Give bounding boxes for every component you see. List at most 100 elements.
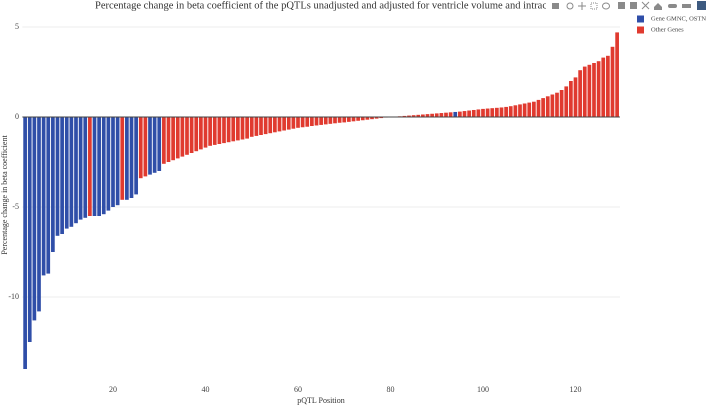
zoom-icon[interactable]: [566, 2, 574, 10]
bar: [545, 96, 550, 117]
bar: [245, 117, 249, 139]
bar: [402, 115, 407, 117]
bar: [300, 117, 305, 128]
bar: [555, 92, 559, 117]
bar: [485, 108, 490, 117]
bar: [578, 70, 582, 117]
bar: [134, 117, 138, 195]
bar: [536, 99, 541, 117]
autoscale-icon[interactable]: [641, 1, 650, 10]
y-tick-label: -10: [8, 292, 19, 301]
bar: [328, 117, 333, 124]
bar: [425, 114, 430, 117]
chart-title: Percentage change in beta coefficient of…: [95, 0, 605, 11]
legend-label: Gene GMNC, OSTN: [651, 15, 706, 22]
legend-label: Other Genes: [651, 26, 684, 33]
pan-icon[interactable]: [578, 2, 586, 10]
bar: [46, 117, 51, 274]
bar: [490, 108, 495, 117]
bar: [23, 117, 27, 369]
bar: [532, 101, 536, 117]
y-tick-label: 5: [15, 22, 19, 31]
bar: [32, 117, 37, 321]
bar: [601, 57, 606, 117]
bar: [189, 117, 194, 153]
bar: [259, 117, 263, 135]
zoom-out-icon[interactable]: [630, 2, 637, 9]
spike-icon[interactable]: [668, 4, 677, 8]
legend-swatch: [637, 26, 644, 34]
bar: [120, 117, 125, 200]
bar: [360, 117, 365, 121]
bar: [319, 117, 323, 125]
bar: [199, 117, 203, 150]
bar: [499, 107, 504, 117]
bar: [587, 64, 592, 117]
bar: [106, 117, 111, 211]
home-icon[interactable]: [654, 3, 662, 10]
bar: [254, 117, 259, 136]
bar: [513, 105, 518, 117]
x-axis-label: pQTL Position: [297, 396, 344, 405]
bar: [111, 117, 115, 207]
bar: [337, 117, 342, 123]
bar: [157, 117, 162, 171]
bar: [615, 32, 619, 117]
bar: [504, 106, 508, 117]
bar: [55, 117, 60, 236]
bar: [273, 117, 277, 133]
x-tick-label: 100: [477, 385, 489, 394]
bar: [51, 117, 55, 252]
bar: [573, 77, 578, 117]
bar: [370, 117, 374, 120]
bar: [69, 117, 74, 227]
bar: [421, 114, 425, 117]
bar: [152, 117, 157, 173]
bar: [439, 113, 444, 117]
x-tick-label: 20: [109, 385, 117, 394]
x-tick-label: 80: [387, 385, 395, 394]
bar: [180, 117, 185, 157]
bar: [444, 112, 448, 117]
compare-icon[interactable]: [682, 4, 691, 8]
x-tick-label: 60: [294, 385, 302, 394]
bar: [462, 111, 467, 117]
bar: [175, 117, 180, 159]
bar: [240, 117, 245, 140]
bar: [467, 110, 471, 117]
bar: [231, 117, 236, 142]
bar: [97, 117, 101, 216]
bar: [430, 113, 434, 117]
bar: [458, 111, 462, 117]
camera-icon[interactable]: [552, 3, 559, 9]
box-select-icon[interactable]: [590, 2, 598, 10]
bar: [222, 117, 226, 144]
lasso-icon[interactable]: [602, 2, 610, 10]
bar: [347, 117, 351, 122]
bar: [212, 117, 217, 145]
bar: [305, 117, 310, 127]
bar: [596, 61, 601, 117]
bar: [411, 115, 416, 117]
bar: [115, 117, 120, 206]
bar: [226, 117, 231, 143]
toolbar[interactable]: [546, 0, 709, 13]
bar: [481, 108, 485, 117]
legend-swatch: [637, 15, 644, 23]
bar: [64, 117, 69, 229]
bar: [518, 104, 522, 117]
bar: [74, 117, 78, 224]
plotly-logo[interactable]: [697, 1, 706, 10]
bar: [101, 117, 106, 215]
bar: [125, 117, 129, 200]
bar: [148, 117, 152, 175]
bar: [351, 117, 356, 122]
bar: [448, 112, 453, 117]
bar: [296, 117, 300, 128]
y-tick-label: -5: [12, 202, 19, 211]
bar: [268, 117, 273, 134]
x-tick-label: 120: [570, 385, 582, 394]
bar: [365, 117, 370, 120]
zoom-in-icon[interactable]: [618, 2, 625, 9]
